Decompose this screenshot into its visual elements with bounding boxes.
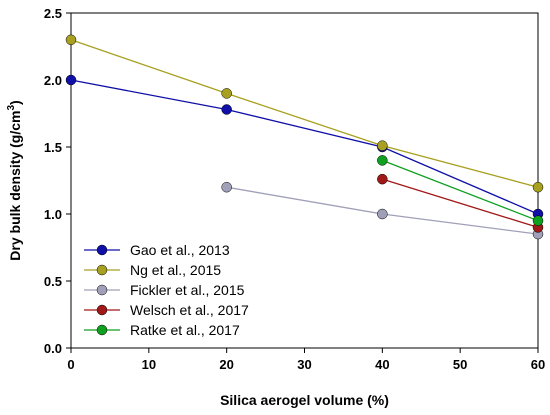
- legend-label: Welsch et al., 2017: [130, 302, 249, 318]
- data-point: [65, 34, 77, 46]
- x-tick-label: 20: [219, 357, 233, 372]
- y-axis-title: Dry bulk density (g/cm3): [6, 100, 23, 260]
- y-axis-title-superscript: 3: [6, 105, 17, 111]
- data-point: [377, 173, 388, 185]
- series-line: [70, 39, 539, 188]
- legend-item: Ng et al., 2015: [84, 262, 221, 278]
- y-tick-label: 2.5: [44, 6, 62, 21]
- x-tick-label: 40: [375, 357, 389, 372]
- data-point: [65, 74, 77, 86]
- axes: 0 10 20 30 40 50 60 0.0 0.5 1.0 1.5 2.0 2.5: [44, 6, 545, 372]
- legend-item: Ratke et al., 2017: [84, 322, 240, 338]
- y-tick-label: 1.0: [44, 207, 62, 222]
- series-layer: [65, 34, 544, 240]
- data-point: [377, 140, 388, 151]
- y-tick-label: 1.5: [44, 140, 62, 155]
- legend-label: Gao et al., 2013: [130, 242, 230, 258]
- y-tick-label: 0.0: [44, 341, 62, 356]
- y-axis-title-suffix: ): [7, 100, 23, 105]
- series-0: [65, 74, 544, 220]
- series-line: [382, 178, 539, 229]
- legend-label: Ng et al., 2015: [130, 262, 221, 278]
- legend-marker: [96, 264, 108, 276]
- series-line: [382, 159, 539, 222]
- x-axis-title: Silica aerogel volume (%): [220, 392, 389, 408]
- legend-marker: [96, 324, 108, 336]
- y-tick-label: 2.0: [44, 73, 62, 88]
- series-line: [70, 79, 539, 215]
- data-point: [377, 155, 388, 166]
- series-4: [377, 155, 544, 226]
- series-2: [221, 181, 544, 240]
- x-tick-label: 30: [297, 357, 311, 372]
- data-point: [532, 215, 544, 226]
- data-point: [221, 181, 232, 193]
- legend-label: Ratke et al., 2017: [130, 322, 240, 338]
- y-axis-title-main: Dry bulk density (g/cm: [7, 111, 23, 261]
- legend-marker: [96, 304, 108, 316]
- legend-marker: [96, 284, 108, 296]
- legend-item: Fickler et al., 2015: [84, 282, 245, 298]
- legend-marker: [96, 244, 108, 256]
- series-1: [65, 34, 544, 193]
- x-tick-label: 10: [142, 357, 156, 372]
- y-tick-label: 0.5: [44, 274, 62, 289]
- legend-item: Welsch et al., 2017: [84, 302, 249, 318]
- x-tick-label: 60: [531, 357, 545, 372]
- x-tick-label: 0: [67, 357, 74, 372]
- x-tick-label: 50: [453, 357, 467, 372]
- legend-label: Fickler et al., 2015: [130, 282, 245, 298]
- data-point: [532, 181, 544, 193]
- data-point: [221, 104, 232, 115]
- legend: Gao et al., 2013 Ng et al., 2015 Fickler e…: [84, 242, 249, 338]
- data-point: [377, 208, 388, 220]
- legend-item: Gao et al., 2013: [84, 242, 230, 258]
- data-point: [221, 88, 232, 99]
